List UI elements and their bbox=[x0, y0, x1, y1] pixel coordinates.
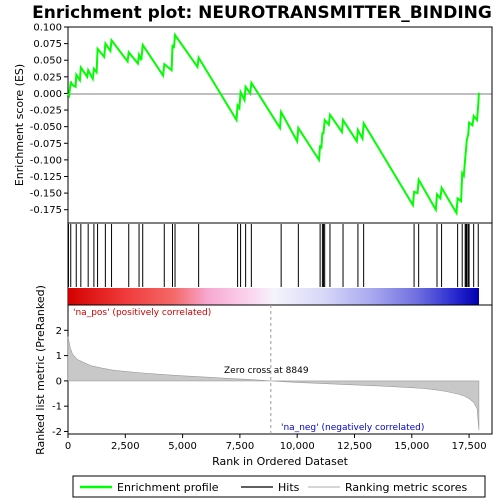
x-tick-label: 12,500 bbox=[337, 441, 372, 452]
zero-cross-label: Zero cross at 8849 bbox=[224, 366, 309, 376]
rank-panel-frame bbox=[67, 304, 493, 435]
es-y-tick-label: 0.075 bbox=[33, 39, 62, 50]
es-y-ticks: -0.175 -0.150 -0.125 -0.100 -0.075 -0.050 -0.0… bbox=[30, 23, 68, 216]
x-tick-label: 5,000 bbox=[168, 441, 197, 452]
es-y-tick-label: 0.000 bbox=[33, 89, 62, 100]
hit-lines bbox=[67, 224, 479, 287]
es-y-tick-label: 0.050 bbox=[33, 56, 62, 67]
x-axis-label: Rank in Ordered Dataset bbox=[212, 455, 349, 468]
rank-y-tick-label: 2 bbox=[56, 326, 62, 337]
es-y-tick-label: 0.100 bbox=[33, 23, 62, 34]
es-curve bbox=[67, 32, 480, 217]
rank-panel: -2 -1 0 1 2 0 2,500 5,000 7,500 10,000 12,500 15,0… bbox=[34, 285, 493, 468]
es-y-tick-label: -0.025 bbox=[30, 106, 62, 117]
es-y-tick-label: -0.100 bbox=[30, 155, 62, 166]
rank-color-bar bbox=[68, 288, 479, 305]
es-y-tick-label: -0.050 bbox=[30, 122, 62, 133]
pos-correlated-label: 'na_pos' (positively correlated) bbox=[73, 308, 211, 318]
legend-ranking-label: Ranking metric scores bbox=[345, 481, 467, 494]
rank-y-tick-label: 1 bbox=[56, 351, 62, 362]
rank-y-tick-label: 0 bbox=[56, 376, 62, 387]
legend-hits-label: Hits bbox=[278, 481, 300, 494]
rank-y-tick-label: -1 bbox=[52, 402, 62, 413]
x-tick-label: 2,500 bbox=[111, 441, 140, 452]
es-y-tick-label: -0.150 bbox=[30, 189, 62, 200]
rank-y-axis-label: Ranked list metric (PreRanked) bbox=[34, 285, 47, 455]
rank-y-ticks: -2 -1 0 1 2 bbox=[52, 326, 68, 438]
es-y-tick-label: -0.125 bbox=[30, 172, 62, 183]
rank-y-tick-label: -2 bbox=[52, 427, 62, 438]
legend-frame bbox=[72, 475, 486, 498]
rank-metric-area bbox=[67, 336, 480, 431]
es-y-tick-label: 0.025 bbox=[33, 72, 62, 83]
neg-correlated-label: 'na_neg' (negatively correlated) bbox=[281, 423, 424, 433]
x-tick-label: 17,500 bbox=[452, 441, 487, 452]
es-y-tick-label: -0.075 bbox=[30, 139, 62, 150]
legend: Enrichment profile Hits Ranking metric s… bbox=[72, 475, 486, 498]
rank-x-ticks: 0 2,500 5,000 7,500 10,000 12,500 15,000 17,500 bbox=[65, 434, 487, 452]
hits-panel bbox=[67, 222, 493, 306]
chart-title: Enrichment plot: NEUROTRANSMITTER_BINDIN… bbox=[32, 3, 492, 23]
es-y-tick-label: -0.175 bbox=[30, 205, 62, 216]
x-tick-label: 7,500 bbox=[226, 441, 255, 452]
x-tick-label: 10,000 bbox=[280, 441, 315, 452]
x-tick-label: 15,000 bbox=[394, 441, 429, 452]
es-panel: -0.175 -0.150 -0.125 -0.100 -0.075 -0.050 -0.0… bbox=[13, 23, 493, 224]
x-tick-label: 0 bbox=[65, 441, 71, 452]
es-y-axis-label: Enrichment score (ES) bbox=[13, 64, 26, 186]
legend-enrichment-label: Enrichment profile bbox=[117, 481, 219, 494]
